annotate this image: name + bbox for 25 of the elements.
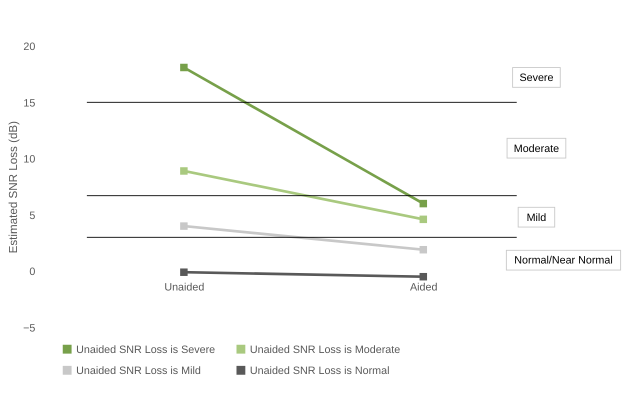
point: [420, 200, 428, 208]
legend-label: Unaided SNR Loss is Moderate: [250, 344, 400, 356]
y-tick-label: −5: [23, 322, 36, 334]
y-tick-label: 0: [29, 266, 36, 278]
y-tick-label: 20: [23, 41, 36, 54]
point: [180, 268, 188, 276]
text: Mild: [526, 212, 546, 224]
point: [420, 216, 428, 224]
y-tick-label: 10: [23, 154, 36, 166]
x-tick-label: Aided: [410, 281, 438, 294]
y-tick-label: 5: [29, 210, 36, 222]
x-tick-label: Unaided: [164, 281, 204, 294]
annotation: Moderate: [514, 142, 560, 155]
legend-label: Unaided SNR Loss is Severe: [76, 344, 216, 356]
legend-label: Unaided SNR Loss is Normal: [250, 364, 390, 377]
y-axis-title: Estimated SNR Loss (dB): [6, 120, 20, 254]
annotation: Normal/Near Normal: [514, 254, 613, 267]
point: [180, 222, 188, 230]
point: [420, 246, 428, 254]
point: [180, 167, 188, 175]
legend-label: Unaided SNR Loss is Mild: [76, 364, 201, 377]
point: [420, 272, 428, 280]
y-tick-label: 15: [23, 97, 36, 110]
text: Severe: [519, 72, 554, 84]
point: [180, 64, 188, 72]
